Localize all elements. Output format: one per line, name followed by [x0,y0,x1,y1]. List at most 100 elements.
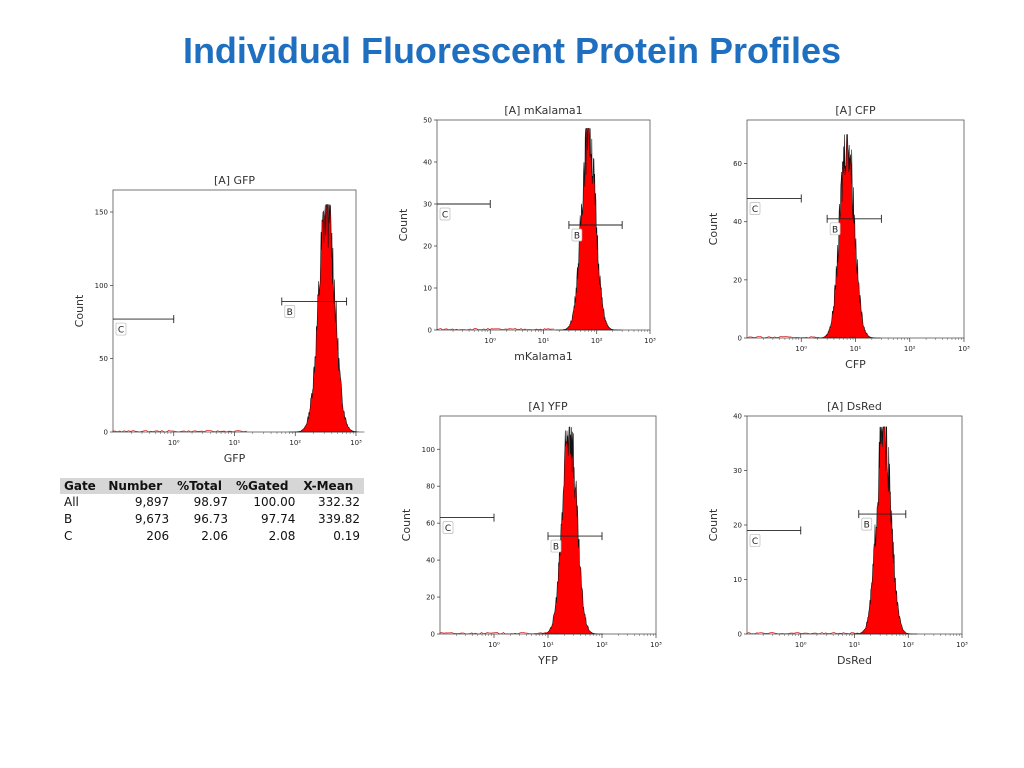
histogram-area [555,128,622,331]
header-number: Number [104,478,174,494]
baseline-noise [746,336,867,339]
x-tick-label: 10³ [644,337,656,345]
gate-label: B [832,225,838,235]
cell-number: 9,897 [134,495,170,509]
gate-c[interactable]: C [113,315,175,336]
histogram-panel-yfp: [A] YFP 0 20 40 60 80 100 10⁰ 10¹ 10² 10³ YFP Count B… [395,398,665,678]
x-tick-label: 10² [289,439,301,447]
x-axis-label: GFP [224,452,246,465]
header-gated: %Gated [232,478,300,494]
x-tick-label: 10¹ [850,345,862,353]
baseline-noise [112,430,247,433]
y-tick-label: 20 [423,243,432,251]
histogram-panel-gfp: [A] GFP 0 50 100 150 10⁰ 10¹ 10² 10³ GFP Count B C [60,168,370,478]
histogram-panel-mkalama1: [A] mKalama1 0 10 20 30 40 50 10⁰ 10¹ 10² 10³ mKala… [395,100,665,372]
cell-number: 9,673 [134,512,170,526]
gate-b[interactable]: B [858,510,907,531]
gate-label: B [864,521,870,531]
gate-c[interactable]: C [747,194,802,215]
baseline-noise [436,328,555,331]
gate-label: C [752,205,758,215]
cell-number: 206 [146,529,170,543]
y-tick-label: 60 [426,520,435,528]
x-tick-label: 10² [904,345,916,353]
x-tick-label: 10¹ [229,439,241,447]
y-tick-label: 20 [733,522,742,530]
x-axis-label: YFP [537,654,558,667]
y-axis-label: Count [73,294,86,327]
x-axis-label: DsRed [837,654,872,667]
y-tick-label: 40 [733,413,742,421]
histogram-area [813,134,881,339]
gate-statistics-table: Gate Number %Total %Gated X-Mean All 9,8… [60,478,364,545]
histogram-panel-dsred: [A] DsRed 0 10 20 30 40 10⁰ 10¹ 10² 10³ DsRed Count… [705,398,975,678]
histogram-dsred: [A] DsRed 0 10 20 30 40 10⁰ 10¹ 10² 10³ DsRed Count… [707,400,968,667]
histogram-cfp: [A] CFP 0 20 40 60 10⁰ 10¹ 10² 10³ CFP Count B C [707,104,970,371]
cell-total: 98.97 [193,495,229,509]
x-tick-label: 10² [596,641,608,649]
chart-title: [A] mKalama1 [504,104,582,117]
table-row: C 206 2.06 2.08 0.19 [60,528,364,545]
y-tick-label: 0 [738,335,742,343]
cell-total: 2.06 [201,529,229,543]
plot-frame [746,415,963,635]
gate-label: C [445,524,451,534]
gate-c[interactable]: C [747,526,802,547]
y-axis-label: Count [397,208,410,241]
chart-title: [A] DsRed [827,400,882,413]
gate-b[interactable]: B [547,532,603,553]
plot-frame [439,415,657,635]
cell-xmean: 0.19 [333,529,360,543]
x-tick-label: 10¹ [849,641,861,649]
y-tick-label: 80 [426,483,435,491]
y-tick-label: 150 [95,209,108,217]
gate-c[interactable]: C [437,200,491,221]
gate-b[interactable]: B [826,214,882,236]
y-tick-label: 100 [95,282,108,290]
x-tick-label: 10⁰ [795,345,807,353]
histogram-area [289,204,365,433]
gate-b[interactable]: B [281,297,348,318]
x-tick-label: 10² [902,641,914,649]
y-tick-label: 10 [423,285,432,293]
cell-gated: 97.74 [261,512,296,526]
baseline-noise [439,632,559,635]
x-tick-label: 10¹ [538,337,550,345]
y-tick-label: 30 [733,467,742,475]
gate-c[interactable]: C [440,513,495,535]
y-axis-label: Count [400,508,413,541]
y-tick-label: 30 [423,201,432,209]
gate-b[interactable]: B [568,221,623,242]
y-axis-label: Count [707,212,720,245]
slide-title: Individual Fluorescent Protein Profiles [182,30,842,71]
gate-label: C [118,326,124,336]
cell-xmean: 332.32 [318,495,360,509]
baseline-noise [746,632,866,635]
histogram-mkalama1: [A] mKalama1 0 10 20 30 40 50 10⁰ 10¹ 10² 10³ mKala… [397,104,656,363]
cell-gated: 100.00 [253,495,296,509]
y-tick-label: 40 [426,557,435,565]
x-tick-label: 10³ [650,641,662,649]
table-row: All 9,897 98.97 100.00 332.32 [60,494,364,511]
x-tick-label: 10³ [956,641,968,649]
x-axis-label: mKalama1 [514,350,573,363]
header-gate: Gate [60,478,105,494]
x-tick-label: 10² [591,337,603,345]
y-tick-label: 60 [733,160,742,168]
x-tick-label: 10⁰ [795,641,807,649]
cell-gate: B [64,512,73,526]
y-tick-label: 20 [733,276,742,284]
gate-label: B [287,308,293,318]
cell-gated: 2.08 [268,529,296,543]
chart-title: [A] YFP [528,400,568,413]
y-tick-label: 0 [428,327,432,335]
y-tick-label: 100 [422,446,435,454]
x-tick-label: 10⁰ [488,641,500,649]
y-tick-label: 0 [104,429,108,437]
y-tick-label: 0 [431,631,435,639]
cell-gate: All [64,495,79,509]
y-tick-label: 10 [733,576,742,584]
x-tick-label: 10⁰ [484,337,496,345]
table-row: B 9,673 96.73 97.74 339.82 [60,511,364,528]
gate-label: C [752,537,758,547]
